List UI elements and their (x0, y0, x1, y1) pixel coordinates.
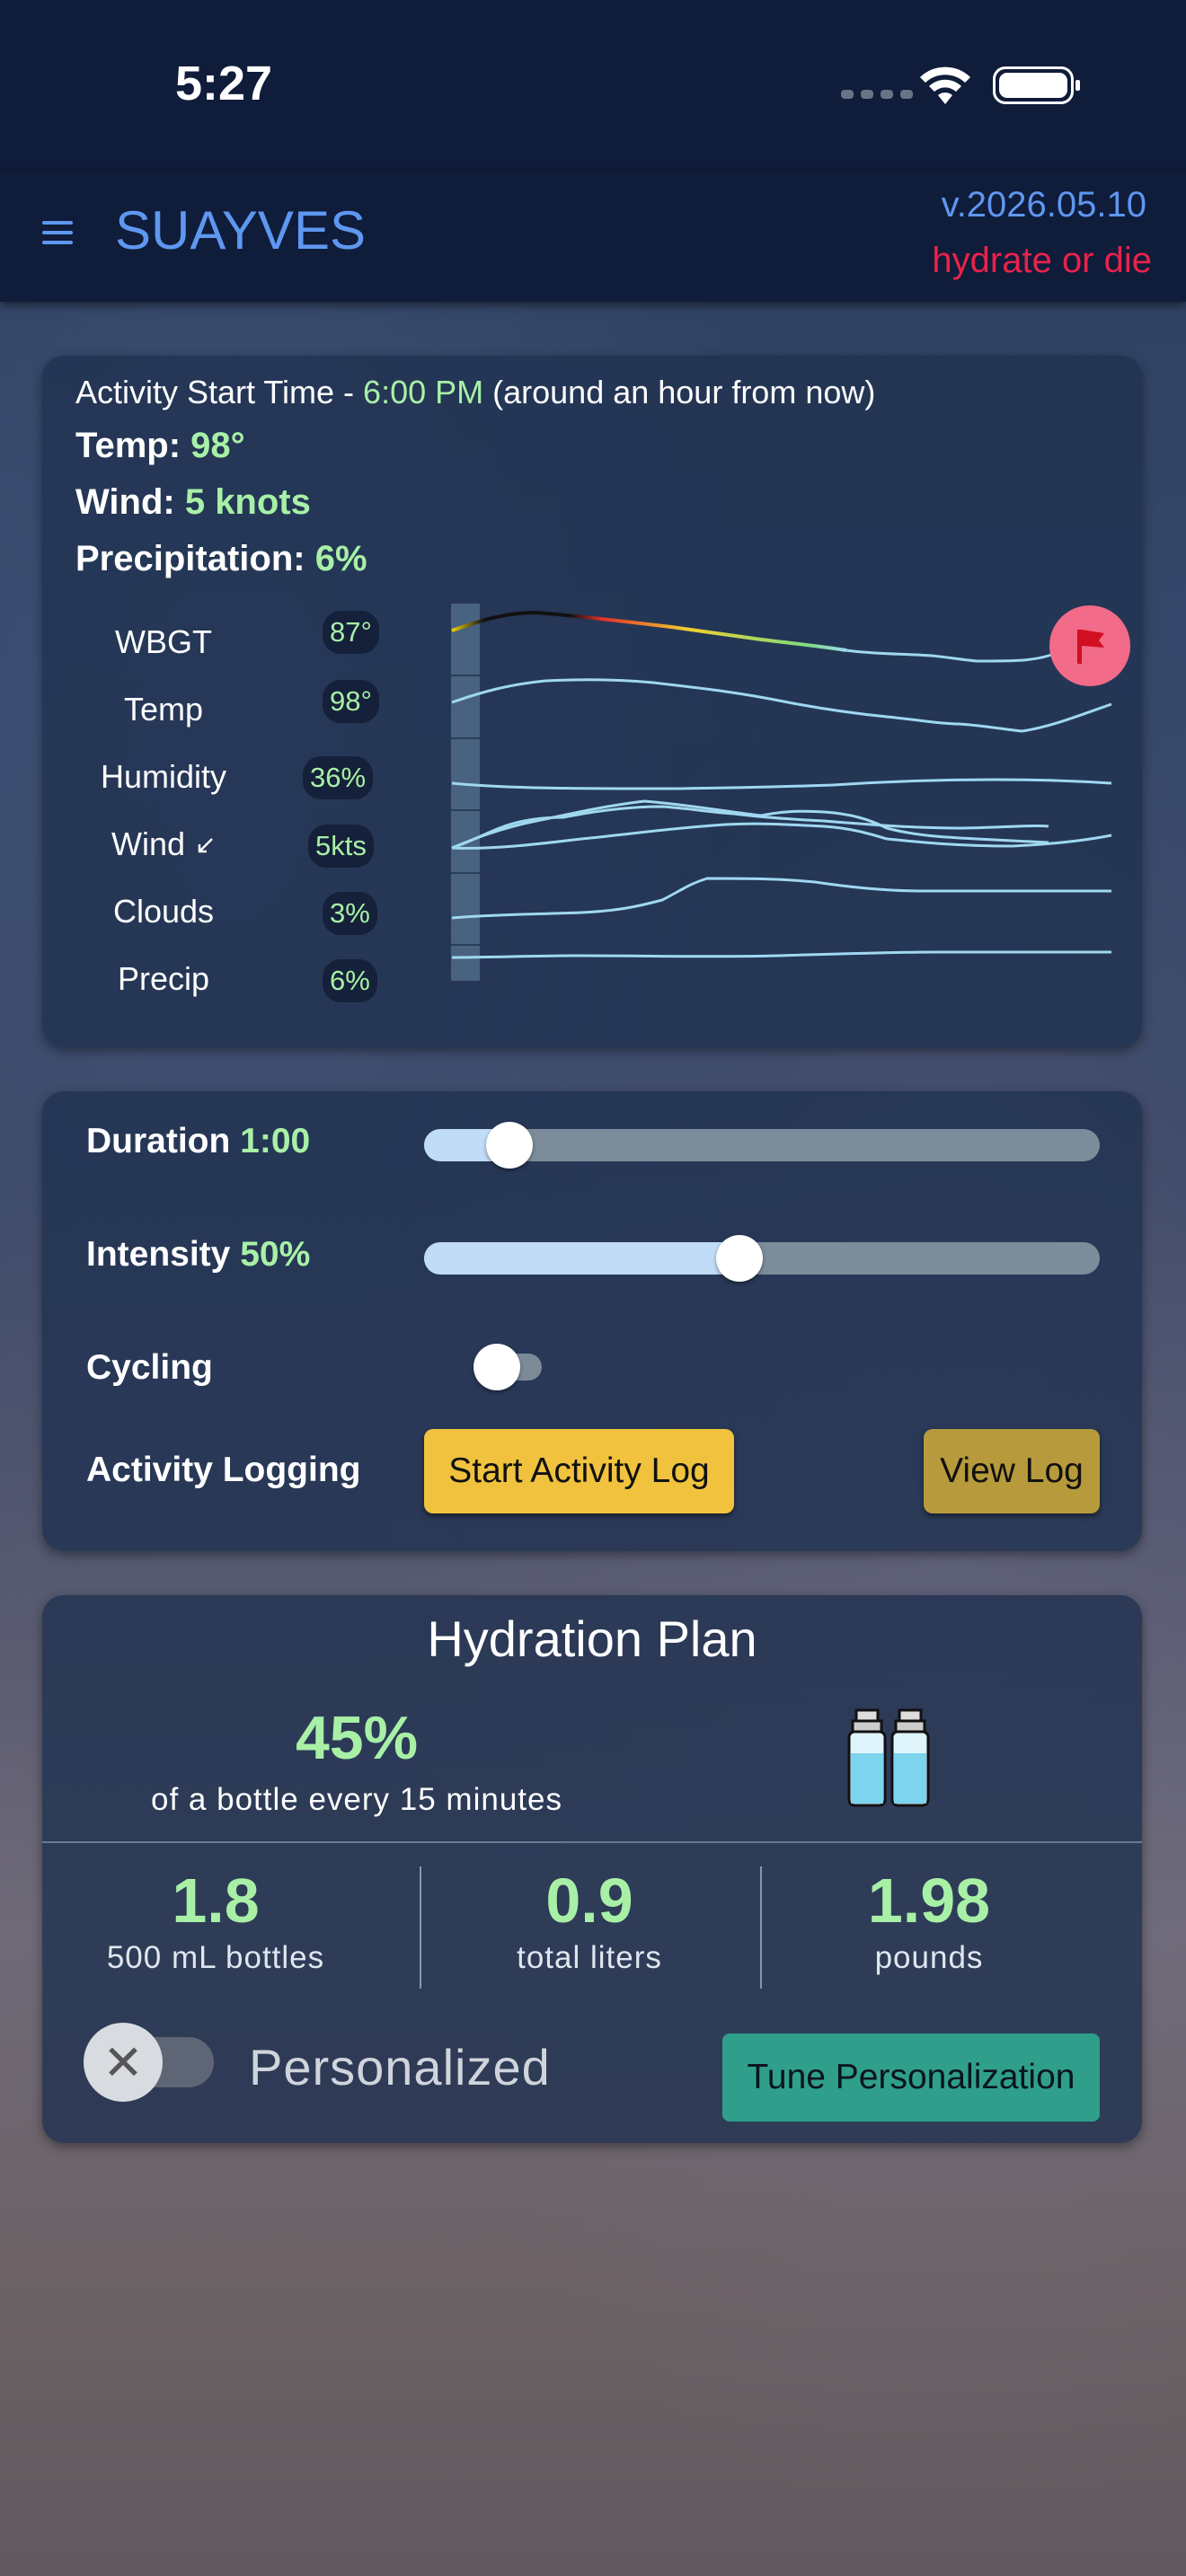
wind-row: Wind: 5 knots (75, 482, 311, 523)
start-time-value: 6:00 PM (363, 374, 484, 410)
cellular-signal-icon (841, 90, 913, 99)
forecast-value-temp: 98° (323, 680, 379, 723)
hydration-divider (42, 1841, 1142, 1843)
version-label: v.2026.05.10 (941, 185, 1146, 225)
wind-gust-line (451, 799, 1049, 850)
stat-pounds: 1.98 pounds (767, 1865, 1091, 1976)
duration-slider[interactable] (424, 1122, 1100, 1169)
wind-label-text: Wind (111, 825, 185, 862)
intensity-value: 50% (240, 1235, 311, 1274)
hydration-plan-title: Hydration Plan (427, 1610, 757, 1667)
duration-value: 1:00 (240, 1122, 311, 1160)
hamburger-menu-icon[interactable] (42, 221, 73, 244)
activity-logging-label: Activity Logging (86, 1451, 361, 1489)
weather-card: Activity Start Time - 6:00 PM (around an… (42, 356, 1142, 1047)
close-icon[interactable]: ✕ (84, 2023, 163, 2102)
start-time-suffix: (around an hour from now) (483, 374, 876, 410)
forecast-value-wind: 5kts (308, 825, 374, 868)
forecast-label-clouds: Clouds (112, 893, 215, 930)
temp-value: 98° (190, 426, 245, 465)
wind-line (451, 805, 1049, 850)
temp-line (451, 678, 1112, 733)
start-time-prefix: Activity Start Time - (75, 374, 364, 410)
forecast-sparklines (451, 604, 1112, 981)
forecast-value-precip: 6% (323, 959, 377, 1002)
precip-line (451, 950, 1111, 959)
duration-row-label: Duration 1:00 (86, 1122, 310, 1161)
clouds-line (451, 877, 1111, 920)
duration-slider-thumb[interactable] (486, 1122, 534, 1169)
activity-controls-card: Duration 1:00 Intensity 50% Cycling Acti… (42, 1091, 1142, 1551)
temp-label: Temp: (75, 426, 191, 465)
forecast-value-clouds: 3% (323, 892, 377, 935)
intensity-slider[interactable] (424, 1235, 1100, 1282)
stat-pounds-value: 1.98 (867, 1866, 991, 1936)
wind-direction-icon (198, 838, 213, 853)
hydration-plan-card: Hydration Plan 45% of a bottle every 15 … (42, 1595, 1142, 2143)
precip-row: Precipitation: 6% (75, 539, 367, 579)
activity-start-line: Activity Start Time - 6:00 PM (around an… (75, 374, 875, 411)
bottle-percent: 45% (295, 1704, 419, 1772)
forecast-label-wbgt: WBGT (115, 623, 212, 660)
duration-label: Duration (86, 1122, 241, 1160)
tune-personalization-button[interactable]: Tune Personalization (722, 2033, 1100, 2122)
cycling-label: Cycling (86, 1348, 213, 1387)
stat-bottles-value: 1.8 (172, 1866, 260, 1936)
personalized-toggle[interactable]: ✕ (84, 2023, 214, 2102)
stat-pounds-label: pounds (874, 1940, 984, 1975)
forecast-label-temp: Temp (123, 691, 204, 728)
bottle-interval-text: of a bottle every 15 minutes (151, 1782, 562, 1817)
view-log-button[interactable]: View Log (924, 1429, 1100, 1513)
water-bottles-icon (847, 1708, 930, 1807)
humidity-line (451, 778, 1112, 790)
intensity-label: Intensity (86, 1235, 241, 1274)
wifi-icon (920, 66, 970, 104)
temp-row: Temp: 98° (75, 426, 245, 466)
wind-value: 5 knots (184, 482, 311, 522)
wbgt-line (451, 610, 847, 652)
intensity-slider-thumb[interactable] (715, 1235, 763, 1282)
stat-bottles-label: 500 mL bottles (106, 1940, 325, 1975)
precip-label: Precipitation: (75, 539, 315, 578)
precip-value: 6% (314, 539, 367, 578)
status-bar: 5:27 (0, 0, 1186, 171)
forecast-label-humidity: Humidity (100, 758, 227, 795)
app-bar: SUAYVES v.2026.05.10 hydrate or die (0, 171, 1186, 302)
cycling-toggle-thumb[interactable] (474, 1344, 520, 1390)
stat-liters-value: 0.9 (545, 1866, 633, 1936)
wind-speed-line (451, 822, 1112, 850)
stat-divider (420, 1866, 421, 1989)
flag-marker-button[interactable] (1049, 605, 1130, 686)
forecast-value-humidity: 36% (303, 756, 374, 799)
stat-bottles: 1.8 500 mL bottles (54, 1865, 377, 1976)
intensity-row-label: Intensity 50% (86, 1235, 310, 1275)
stat-liters: 0.9 total liters (428, 1865, 751, 1976)
start-activity-log-button[interactable]: Start Activity Log (424, 1429, 734, 1513)
forecast-value-wbgt: 87° (323, 611, 379, 654)
intensity-slider-fill (424, 1242, 745, 1275)
status-time: 5:27 (175, 57, 273, 110)
wind-label: Wind: (75, 482, 185, 522)
stat-divider (760, 1866, 762, 1989)
forecast-label-wind: Wind (87, 825, 240, 863)
personalized-label: Personalized (249, 2039, 551, 2095)
tagline: hydrate or die (932, 241, 1152, 280)
stat-liters-label: total liters (517, 1940, 662, 1975)
flag-icon (1077, 630, 1104, 664)
cycling-toggle[interactable] (474, 1344, 542, 1390)
app-title: SUAYVES (115, 200, 366, 260)
current-time-marker (451, 604, 480, 981)
battery-icon (993, 66, 1080, 104)
forecast-label-precip: Precip (117, 960, 210, 997)
